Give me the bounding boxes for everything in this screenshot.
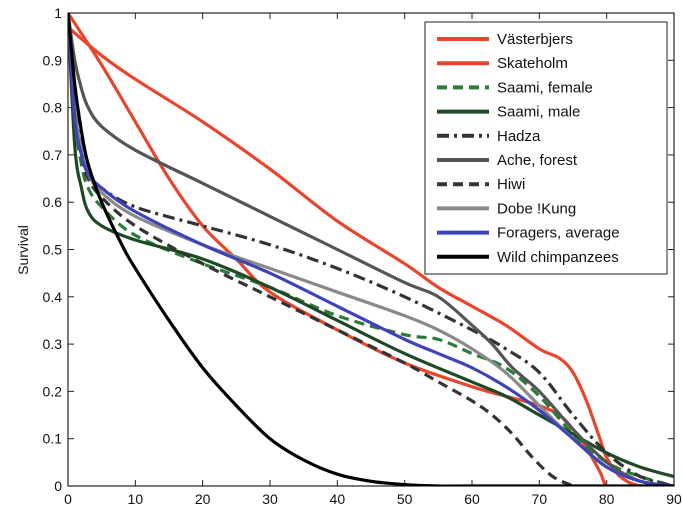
legend-label-foragers-average: Foragers, average xyxy=(497,225,620,242)
series-line-ache-forest xyxy=(68,13,674,486)
y-tick-label: 0.7 xyxy=(43,147,63,163)
y-tick-label: 0.6 xyxy=(43,194,63,210)
legend: Västerbjers Skateholm Saami, female Saami, … xyxy=(424,21,668,275)
x-tick-label: 30 xyxy=(262,491,278,507)
x-tick-label: 20 xyxy=(195,491,211,507)
legend-label-dobe-kung: Dobe !Kung xyxy=(497,200,576,217)
legend-label-saami-male: Saami, male xyxy=(497,104,580,121)
series-line-hiwi xyxy=(68,13,574,486)
y-tick-label: 0.9 xyxy=(43,52,63,68)
x-tick-label: 90 xyxy=(666,491,682,507)
series-line-foragers-average xyxy=(68,13,674,486)
y-axis-label: Survival xyxy=(15,225,31,275)
x-tick-label: 80 xyxy=(599,491,615,507)
legend-label-hiwi: Hiwi xyxy=(497,176,525,193)
legend-label-skateholm: Skateholm xyxy=(497,55,568,72)
y-tick-label: 0.5 xyxy=(43,242,63,258)
y-tick-label: 0 xyxy=(54,478,62,494)
x-tick-label: 10 xyxy=(128,491,144,507)
y-tick-label: 0.4 xyxy=(43,289,63,305)
series-line-saami-male xyxy=(68,13,674,479)
series-line-wild-chimpanzees xyxy=(68,13,674,486)
series-lines xyxy=(68,13,674,486)
series-line-v-sterbjers xyxy=(68,25,674,486)
y-tick-label: 1 xyxy=(54,5,62,21)
x-tick-label: 60 xyxy=(464,491,480,507)
legend-label-v-sterbjers: Västerbjers xyxy=(497,31,573,48)
x-tick-label: 40 xyxy=(330,491,346,507)
tick-labels: 0 10 20 30 40 50 60 70 80 90 0 0.1 0.2 0.3 0.4 0.5 0.6 0.… xyxy=(43,5,682,507)
y-tick-label: 0.3 xyxy=(43,336,63,352)
x-tick-label: 0 xyxy=(64,491,72,507)
legend-label-wild-chimpanzees: Wild chimpanzees xyxy=(497,249,619,266)
legend-label-ache-forest: Ache, forest xyxy=(497,152,578,169)
legend-label-saami-female: Saami, female xyxy=(497,79,593,96)
y-tick-label: 0.1 xyxy=(43,431,63,447)
legend-label-hadza: Hadza xyxy=(497,128,541,145)
x-tick-label: 50 xyxy=(397,491,413,507)
y-tick-label: 0.2 xyxy=(43,383,63,399)
y-tick-label: 0.8 xyxy=(43,100,63,116)
x-tick-label: 70 xyxy=(532,491,548,507)
